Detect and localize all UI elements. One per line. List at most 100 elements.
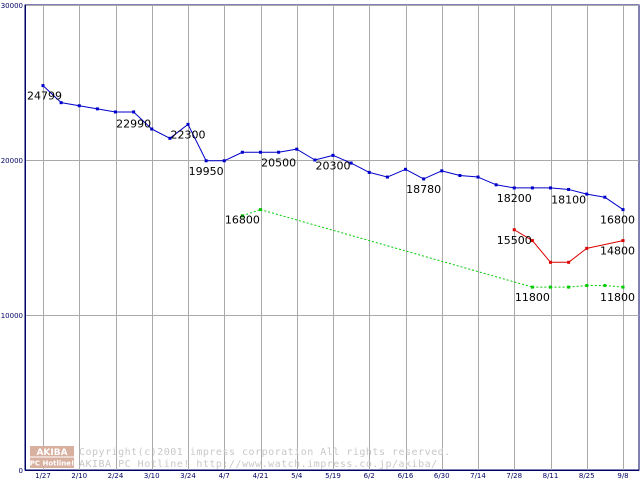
series-0-point	[240, 150, 244, 154]
series-0-point	[458, 174, 462, 177]
series-0-segment	[604, 196, 624, 211]
series-1	[240, 208, 625, 289]
watermark-copyright: Copyright(c)2001 impress corporation All…	[79, 447, 451, 458]
data-label: 20300	[316, 159, 351, 172]
data-label: 16800	[600, 214, 635, 227]
x-tick-label: 8/11	[543, 472, 559, 480]
x-tick-label: 1/27	[35, 472, 51, 480]
series-0-point	[621, 208, 625, 212]
series-2-segment	[531, 240, 551, 263]
series-1-point	[240, 214, 244, 218]
series-0-segment	[550, 187, 569, 190]
data-label: 22300	[171, 128, 206, 141]
data-label: 15500	[497, 234, 532, 247]
x-tick-label: 6/16	[398, 472, 414, 480]
series-0-segment	[278, 148, 297, 153]
series-0-segment	[79, 105, 98, 110]
data-label: 24799	[27, 90, 62, 103]
x-tick-label: 6/2	[364, 472, 375, 480]
data-label: 14800	[600, 245, 635, 258]
series-0-segment	[387, 168, 406, 178]
series-2-point	[567, 260, 571, 264]
series-0-segment	[314, 154, 334, 161]
series-0-point	[77, 104, 81, 108]
series-1-segment	[260, 209, 533, 288]
y-tick-label: 20000	[1, 157, 23, 165]
series-0-segment	[477, 176, 497, 186]
series-0-point	[404, 167, 407, 171]
x-tick-label: 6/30	[434, 472, 450, 480]
series-0-point	[422, 177, 426, 181]
series-0-segment	[133, 111, 153, 130]
series-0-point	[549, 186, 552, 190]
series-2-point	[549, 260, 552, 264]
x-tick-label: 7/28	[506, 472, 522, 480]
series-0-point	[95, 107, 99, 111]
data-label: 18200	[497, 192, 532, 205]
series-2-segment	[586, 240, 624, 249]
series-0-segment	[332, 154, 352, 164]
series-0-point	[603, 195, 607, 199]
series-0-point	[204, 159, 208, 163]
y-tick-label: 0	[19, 467, 23, 475]
series-0-segment	[496, 184, 515, 189]
data-label: 11800	[600, 291, 635, 304]
data-label: 20500	[261, 156, 296, 169]
watermark-logo-bottom: PC Hotline!	[30, 460, 74, 468]
series-0-segment	[296, 148, 316, 161]
series-0-point	[313, 158, 317, 162]
series-0-point	[494, 183, 498, 187]
series-0-point	[512, 186, 516, 190]
series-0-point	[168, 136, 172, 140]
series-2-point	[621, 239, 625, 243]
series-0-point	[277, 150, 281, 154]
series-0-segment	[169, 123, 189, 139]
series-0-point	[41, 84, 45, 88]
series-1-segment	[242, 209, 261, 217]
series-1-point	[259, 208, 262, 212]
series-0-segment	[61, 102, 80, 107]
x-axis-ticks: 1/27 2/10 2/24 3/10 3/24 4/7 4/21 5/4 5/19 6/2 6/1…	[35, 472, 629, 480]
series-0-segment	[369, 171, 388, 178]
x-tick-label: 4/21	[253, 472, 269, 480]
series-0-point	[114, 110, 117, 114]
series-0-segment	[350, 162, 370, 173]
x-tick-label: 5/4	[291, 472, 303, 480]
series-0-point	[585, 192, 589, 196]
series-1-point	[603, 284, 607, 288]
series-0-point	[186, 122, 190, 126]
series-0-segment	[187, 124, 207, 161]
data-label: 19950	[189, 165, 224, 178]
series-1-point	[567, 285, 571, 289]
series-0-point	[349, 161, 353, 165]
series-0-point	[59, 101, 63, 105]
series-0-point	[530, 186, 534, 190]
series-1-point	[621, 285, 625, 289]
data-label: 18100	[551, 193, 586, 206]
series-0-point	[385, 175, 389, 179]
series-2-segment	[568, 247, 588, 263]
data-labels: 24799 22990 22300 19950 20500 20300 18780 18200…	[27, 90, 635, 304]
x-tick-label: 3/10	[144, 472, 160, 480]
series-0-segment	[459, 175, 479, 178]
series-0-point	[476, 175, 480, 179]
series-0-point	[222, 159, 226, 163]
series-2-point	[512, 228, 516, 232]
series-2-point	[530, 239, 534, 243]
series-0-segment	[405, 168, 424, 180]
x-tick-label: 5/19	[325, 472, 341, 480]
x-tick-label: 4/7	[219, 472, 230, 480]
series-layer	[41, 84, 625, 289]
data-label: 18780	[406, 183, 441, 196]
series-0-segment	[151, 128, 171, 139]
series-1-segment	[604, 285, 624, 288]
x-tick-label: 8/25	[579, 472, 595, 480]
series-0-point	[567, 187, 571, 191]
series-0-segment	[441, 170, 460, 176]
series-0-segment	[42, 85, 62, 104]
series-0-point	[331, 153, 335, 157]
series-1-point	[549, 285, 552, 289]
series-0-point	[132, 110, 136, 114]
watermark-logo-top: AKIBA	[36, 448, 67, 458]
